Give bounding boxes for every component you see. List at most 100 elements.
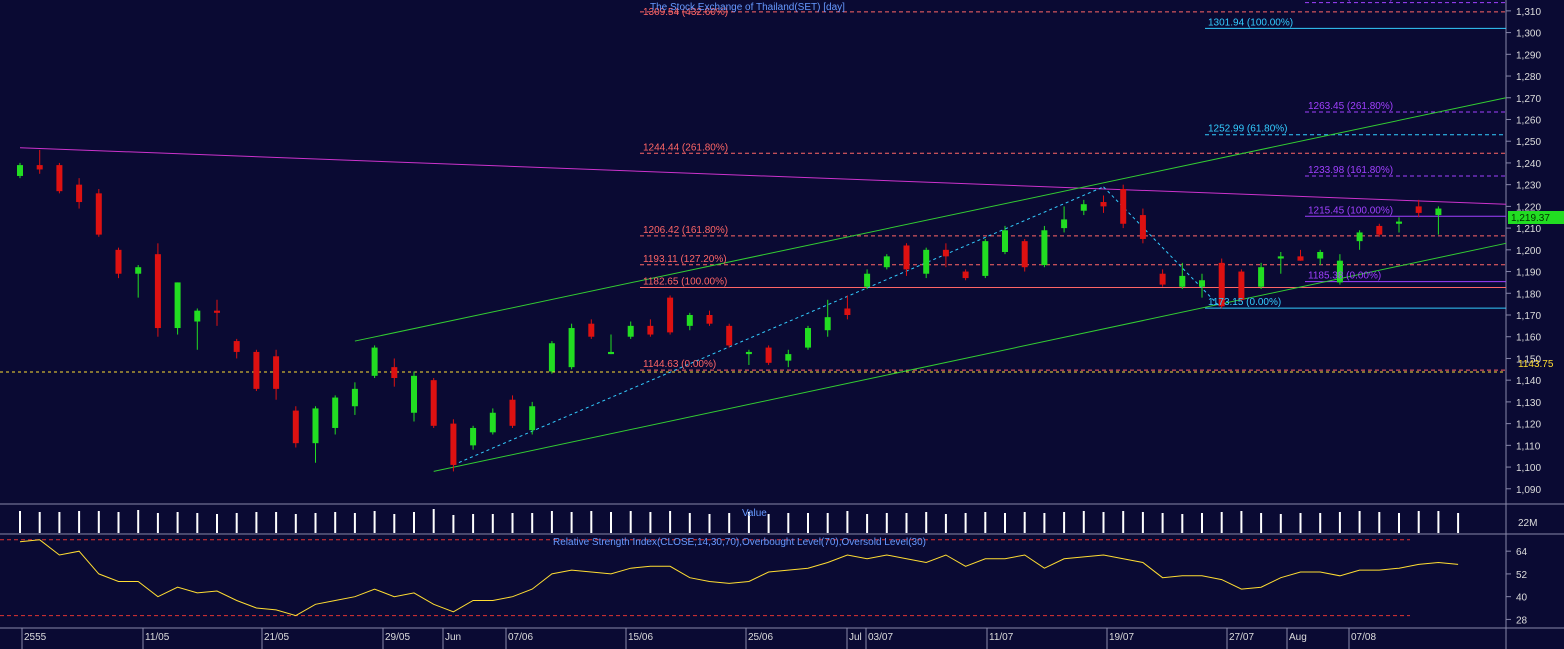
volume-bar [472, 514, 475, 533]
price-tick-label: 1,240 [1516, 159, 1541, 170]
candle-body [312, 408, 319, 444]
candle-body [1258, 267, 1265, 287]
volume-bar [767, 514, 770, 533]
volume-bar [117, 512, 120, 533]
date-tick-label: 07/06 [508, 632, 533, 643]
fib-level-label-red: 1206.42 (161.80%) [643, 225, 728, 236]
volume-bar [334, 512, 337, 533]
candle-body [233, 341, 240, 352]
volume-bar [176, 512, 179, 533]
candle-body [17, 165, 23, 176]
candle-body [95, 193, 102, 235]
volume-bar [235, 513, 238, 533]
volume-bar [314, 513, 317, 533]
volume-bar [1260, 513, 1263, 533]
rsi-line [19, 539, 1459, 617]
volume-bar [826, 513, 829, 533]
candle-body [154, 254, 161, 329]
volume-bar [1279, 514, 1282, 533]
candle-body [686, 315, 693, 326]
volume-bar [1378, 512, 1381, 533]
price-tick-label: 1,210 [1516, 224, 1541, 235]
volume-bar [964, 513, 967, 533]
candle-body [253, 351, 260, 389]
volume-bar [452, 515, 455, 533]
price-tick-label: 1,090 [1516, 485, 1541, 496]
price-tick-label: 1,120 [1516, 420, 1541, 431]
volume-bar [137, 510, 140, 533]
fib-level-label-red: 1182.65 (100.00%) [643, 277, 727, 288]
candle-body [765, 347, 772, 363]
price-tick-label: 1,140 [1516, 376, 1541, 387]
price-tick-label: 1,170 [1516, 311, 1541, 322]
fib-level-label-cyan: 1173.15 (0.00%) [1208, 297, 1281, 308]
swing-line [453, 186, 1104, 466]
trendlines [19, 97, 1507, 472]
price-tick-label: 1,160 [1516, 333, 1541, 344]
date-tick-label: Jul [849, 632, 862, 643]
candle-body [292, 410, 299, 444]
volume-scale-label: 22M [1518, 518, 1537, 529]
volume-bar [393, 514, 396, 533]
candle-body [411, 375, 417, 413]
fib-level-label-cyan: 1301.94 (100.00%) [1208, 17, 1293, 28]
support-level-label: 1143.75 [1518, 359, 1554, 370]
candle-body [1356, 232, 1363, 242]
volume-bar [610, 512, 612, 533]
fib-level-label-purple: 1215.45 (100.00%) [1308, 205, 1393, 216]
volume-bar [984, 512, 987, 533]
volume-bar [1417, 511, 1420, 533]
volume-bar [1043, 513, 1046, 533]
candle-body [883, 256, 890, 268]
candle-body [371, 347, 378, 376]
candle-body [647, 325, 654, 335]
volume-bar [925, 512, 928, 533]
candle-body [982, 241, 989, 276]
volume-bar [216, 514, 218, 533]
volume-bar [1457, 513, 1460, 533]
volume-bar [550, 511, 553, 533]
volume-bar [97, 511, 100, 533]
last-price-badge [1508, 211, 1564, 224]
rsi-tick-label: 64 [1516, 547, 1528, 558]
candle-body [667, 297, 674, 333]
candle-body [962, 271, 969, 279]
candle-body [805, 328, 811, 348]
date-tick-label: 2555 [24, 632, 47, 643]
volume-bar [294, 514, 297, 533]
candle-body [115, 249, 122, 274]
volume-bar [1299, 513, 1302, 533]
volume-bar [413, 512, 415, 533]
candle-body [844, 308, 851, 315]
rsi-panel-title: Relative Strength Index(CLOSE,14,30,70),… [553, 537, 926, 548]
date-tick-label: 19/07 [1109, 632, 1134, 643]
price-tick-label: 1,270 [1516, 94, 1541, 105]
volume-bar [1161, 513, 1164, 533]
volume-bar [1102, 512, 1105, 533]
candle-body [430, 380, 437, 426]
price-tick-label: 1,150 [1516, 354, 1541, 365]
volume-bar [1201, 513, 1203, 533]
price-tick-label: 1,280 [1516, 72, 1541, 83]
date-tick-label: 25/06 [748, 632, 773, 643]
candle-body [194, 310, 201, 322]
candle-body [1002, 230, 1008, 252]
candle-body [1396, 221, 1402, 224]
volume-bar [688, 513, 691, 533]
candle-body [1199, 280, 1205, 287]
candle-body [923, 249, 930, 274]
volume-bar [1358, 511, 1361, 533]
candle-body [1120, 189, 1127, 224]
volume-bar [1181, 514, 1184, 533]
volume-bar [787, 513, 790, 533]
price-tick-label: 1,250 [1516, 137, 1541, 148]
candle-body [588, 323, 595, 337]
candle-body [1317, 252, 1324, 259]
chart-title: The Stock Exchange of Thailand(SET) [day… [650, 2, 845, 13]
price-tick-label: 1,260 [1516, 115, 1541, 126]
volume-bar [629, 511, 632, 533]
candle-body [824, 317, 831, 331]
volume-bars [19, 509, 1460, 533]
